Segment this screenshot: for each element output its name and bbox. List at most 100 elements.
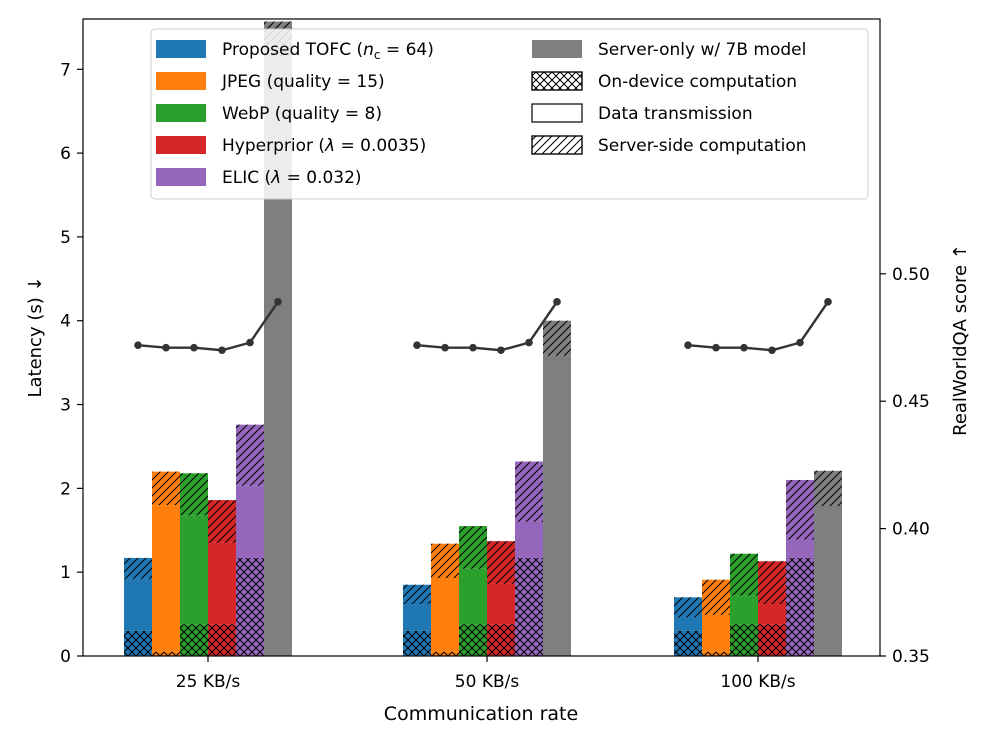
bar-segment-on-device-hatch — [702, 651, 730, 656]
left-tick-label: 7 — [60, 60, 71, 80]
left-tick-label: 5 — [60, 228, 71, 248]
bar-segment-on-device-hatch — [786, 557, 814, 656]
legend-label: Server-side computation — [598, 136, 807, 156]
legend-label: Data transmission — [598, 104, 753, 124]
legend-frame — [150, 28, 869, 200]
right-tick-label: 0.50 — [892, 265, 930, 285]
bar-segment-on-device-hatch — [208, 624, 236, 656]
score-point — [768, 346, 776, 355]
score-point — [134, 341, 142, 349]
y-axis-label-right: RealWorldQA score ↑ — [950, 244, 971, 436]
left-tick-label: 1 — [60, 563, 71, 583]
x-tick-label: 50 KB/s — [455, 672, 520, 692]
bar-segment-server-side-hatch — [515, 461, 543, 522]
bar-segment-on-device-hatch — [152, 651, 180, 656]
score-line — [416, 301, 558, 352]
score-point — [441, 343, 449, 352]
bar-segment-server-side-hatch — [431, 543, 459, 579]
x-tick-label: 100 KB/s — [720, 672, 795, 692]
legend-label: Proposed TOFC (nc = 64) — [222, 40, 434, 62]
bar-segment-transmission — [403, 604, 431, 631]
bar-segment-server-side-hatch — [543, 320, 571, 356]
bar-segment-transmission — [124, 578, 152, 631]
bar-segment-transmission — [674, 617, 702, 631]
bar-segment-transmission — [786, 539, 814, 558]
left-tick-label: 4 — [60, 312, 71, 332]
bar-segment-transmission — [152, 505, 180, 652]
legend-swatch-jpeg — [156, 72, 206, 90]
legend-swatch-ondevice-hatch — [531, 71, 583, 91]
x-axis-label: Communication rate — [384, 703, 578, 725]
score-point — [246, 338, 254, 347]
bar-segment-on-device-hatch — [180, 624, 208, 656]
score-line — [687, 301, 829, 352]
bar-segment-server-side-hatch — [152, 471, 180, 506]
legend-swatch-webp — [156, 104, 206, 122]
bar-segment-transmission — [515, 521, 543, 558]
right-axis: 0.35 0.40 0.45 0.50 — [880, 265, 930, 667]
bar-segment-server-side-hatch — [459, 526, 487, 569]
score-point — [824, 298, 832, 306]
bar-segment-transmission — [459, 568, 487, 625]
left-tick-label: 2 — [60, 479, 71, 499]
bar-segment-server-side-hatch — [208, 500, 236, 543]
score-point — [190, 343, 198, 352]
y-axis-label-left: Latency (s) ↓ — [25, 276, 46, 397]
score-point — [740, 343, 748, 352]
plot-frame — [82, 18, 881, 657]
bar-segment-server-side-hatch — [702, 579, 730, 615]
bar-segment-on-device-hatch — [403, 630, 431, 656]
bar-segment-server-side-hatch — [730, 553, 758, 596]
score-point — [712, 343, 720, 352]
score-point — [274, 298, 282, 306]
score-point — [162, 343, 170, 352]
legend-swatch-transmission — [531, 103, 583, 123]
bar-segment-server-side-hatch — [758, 561, 786, 605]
legend-label: JPEG (quality = 15) — [221, 72, 385, 92]
bar-segment-server-side-hatch — [403, 584, 431, 605]
legend-label: WebP (quality = 8) — [222, 104, 382, 124]
bar-segment-on-device-hatch — [730, 624, 758, 656]
bar-segment-transmission — [208, 542, 236, 625]
score-point — [497, 346, 505, 355]
score-point — [684, 341, 692, 349]
bar-segment-server-side-hatch — [487, 541, 515, 584]
right-tick-label: 0.40 — [892, 520, 930, 540]
bar-segment-transmission — [431, 578, 459, 652]
bar-segment-server-side-hatch — [124, 557, 152, 579]
bar-segment-on-device-hatch — [674, 630, 702, 656]
bar-segment-transmission — [487, 583, 515, 625]
bar-segment-on-device-hatch — [431, 651, 459, 656]
score-point — [218, 346, 226, 355]
bar-segment-transmission — [730, 595, 758, 625]
left-axis: 0 1 2 3 4 5 6 7 — [60, 60, 83, 667]
legend-swatch-server — [532, 40, 582, 58]
score-point — [469, 343, 477, 352]
bar-segment-on-device-hatch — [487, 624, 515, 656]
bar-segment-transmission — [702, 614, 730, 652]
x-axis: 25 KB/s 50 KB/s 100 KB/s — [176, 656, 796, 692]
bar-segment-on-device-hatch — [515, 557, 543, 656]
score-line-layer — [134, 298, 832, 355]
left-tick-label: 0 — [60, 647, 71, 667]
score-point — [796, 338, 804, 347]
legend-swatch-elic — [156, 168, 206, 186]
bar-segment-transmission — [814, 505, 842, 656]
bar-segment-on-device-hatch — [459, 624, 487, 656]
x-tick-label: 25 KB/s — [176, 672, 241, 692]
legend-label: On-device computation — [598, 72, 797, 92]
legend-label: Hyperprior (λ = 0.0035) — [222, 136, 426, 156]
left-tick-label: 3 — [60, 396, 71, 416]
bar-segment-transmission — [543, 355, 571, 656]
bar-segment-transmission — [180, 515, 208, 625]
bar-segment-transmission — [758, 604, 786, 625]
right-tick-label: 0.45 — [892, 392, 930, 412]
bar-segment-on-device-hatch — [124, 630, 152, 656]
score-line — [137, 301, 279, 352]
bar-segment-server-side-hatch — [814, 470, 842, 506]
legend-label: Server-only w/ 7B model — [598, 40, 806, 60]
score-point — [525, 338, 533, 347]
legend-swatch-hyper — [156, 136, 206, 154]
bar-segment-transmission — [236, 485, 264, 558]
